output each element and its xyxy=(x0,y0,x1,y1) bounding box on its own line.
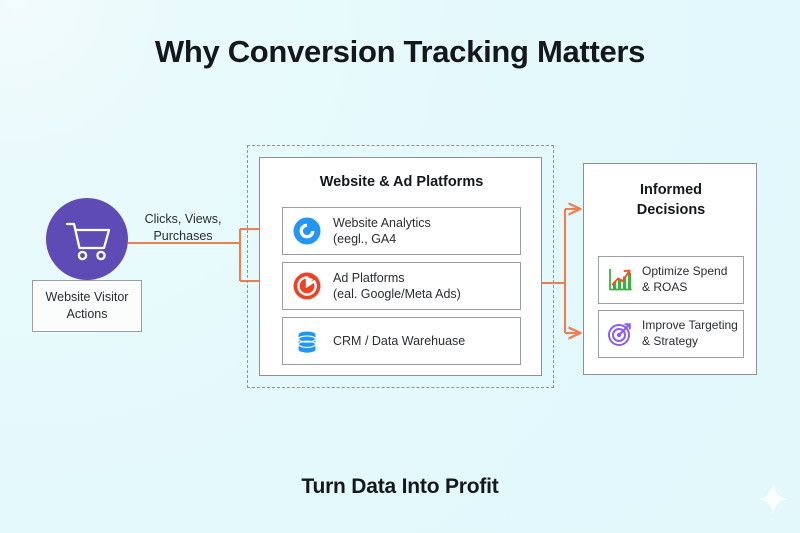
footer-title: Turn Data Into Profit xyxy=(301,475,499,498)
platforms-group-boundary xyxy=(247,145,554,388)
decisions-title-line2: Decisions xyxy=(636,201,706,218)
platform-row-1-line2: (eal. Google/Meta Ads) xyxy=(333,287,461,301)
platform-row-1-text: Ad Platforms (eal. Google/Meta Ads) xyxy=(333,270,461,303)
flow-label-line2: Purchases xyxy=(153,228,213,243)
visitor-cart-circle xyxy=(46,198,128,280)
decision-row-0-line2: & ROAS xyxy=(642,280,688,294)
platform-row-crm-data-warehouse[interactable]: CRM / Data Warehuase xyxy=(282,317,521,365)
bar-chart-growth-icon xyxy=(609,268,632,291)
decision-row-0-text: Optimize Spend & ROAS xyxy=(642,264,727,296)
decision-row-0-line1: Optimize Spend xyxy=(642,264,728,279)
decision-row-optimize-spend[interactable]: Optimize Spend & ROAS xyxy=(598,256,744,304)
visitor-label-line1: Website Visitor xyxy=(45,290,129,305)
visitor-actions-label: Website Visitor Actions xyxy=(46,289,129,323)
shopping-cart-icon xyxy=(65,222,111,261)
visitor-actions-box: Website Visitor Actions xyxy=(32,280,142,332)
flow-label-line1: Clicks, Views, xyxy=(144,212,222,226)
platform-row-1-line1: Ad Platforms xyxy=(333,270,405,285)
target-dart-icon xyxy=(608,323,631,346)
informed-decisions-panel: Informed Decisions Optimize Spend & ROAS xyxy=(583,163,757,375)
page-title: Why Conversion Tracking Matters xyxy=(154,34,646,69)
platform-row-ad-platforms[interactable]: Ad Platforms (eal. Google/Meta Ads) xyxy=(282,262,521,310)
decision-row-1-text: Improve Targeting & Strategy xyxy=(642,318,738,350)
decision-row-1-line2: & Strategy xyxy=(642,334,699,348)
platforms-panel-title: Website & Ad Platforms xyxy=(319,174,484,190)
pie-chart-circle-icon xyxy=(293,272,321,300)
analytics-circle-icon xyxy=(293,217,321,245)
platform-row-0-line2: (eegl., GA4 xyxy=(333,232,397,246)
decisions-title-line1: Informed xyxy=(639,182,703,198)
visitor-label-line2: Actions xyxy=(66,307,108,321)
platform-row-2-line1: CRM / Data Warehuase xyxy=(333,333,466,348)
platform-row-0-text: Website Analytics (eegl., GA4 xyxy=(333,215,431,248)
platform-row-website-analytics[interactable]: Website Analytics (eegl., GA4 xyxy=(282,207,521,255)
decision-row-1-line1: Improve Targeting xyxy=(642,318,738,333)
platform-row-0-line1: Website Analytics xyxy=(333,215,431,230)
sparkle-icon xyxy=(758,483,788,515)
platform-row-2-text: CRM / Data Warehuase xyxy=(333,333,465,350)
website-ad-platforms-panel: Website & Ad Platforms Website Analytics… xyxy=(259,157,542,376)
flow-label: Clicks, Views, Purchases xyxy=(133,211,233,245)
decisions-panel-title: Informed Decisions xyxy=(584,181,758,220)
database-icon xyxy=(298,331,316,353)
decision-row-improve-targeting[interactable]: Improve Targeting & Strategy xyxy=(598,310,744,358)
